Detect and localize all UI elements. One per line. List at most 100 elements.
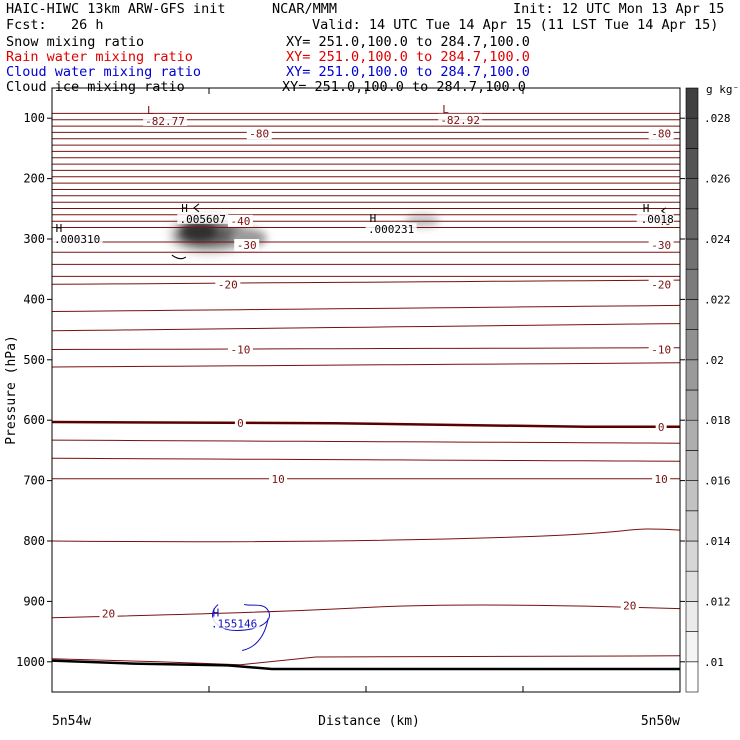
y-tick-label: 300 xyxy=(23,232,45,246)
colorbar-swatch xyxy=(685,450,699,481)
contour-labels: -80-80-40-40-30-30-20-20-10-100010102020… xyxy=(52,103,674,631)
colorbar-tick-label: .018 xyxy=(704,414,731,427)
snow-contour-arc xyxy=(171,254,187,260)
field-name-snow: Snow mixing ratio xyxy=(6,34,145,50)
temperature-label: -40 xyxy=(230,215,250,228)
field-name-rain: Rain water mixing ratio xyxy=(6,49,193,65)
terrain-line xyxy=(52,659,680,671)
x-tick-label-left: 5n54w xyxy=(52,714,91,729)
isotherm-line xyxy=(52,279,680,285)
isotherm-line xyxy=(52,604,680,619)
y-tick-label: 400 xyxy=(23,292,45,306)
ice-contour-arc xyxy=(193,203,200,213)
temperature-label-bg xyxy=(269,472,288,485)
temperature-label: -30 xyxy=(651,239,671,252)
extremum-value: -82.92 xyxy=(440,114,480,127)
field-xy-snow: XY= 251.0,100.0 to 284.7,100.0 xyxy=(286,34,530,50)
plot-frame xyxy=(51,87,681,693)
colorbar-swatch xyxy=(685,299,699,330)
colorbar-swatch xyxy=(685,661,699,693)
temperature-label-bg xyxy=(655,420,667,433)
y-tick-label: 100 xyxy=(23,111,45,125)
temperature-label-bg xyxy=(648,239,674,252)
colorbar-swatch xyxy=(685,540,699,572)
extremum-value: -82.77 xyxy=(145,115,185,128)
extremum-label-bg xyxy=(52,232,103,244)
temperature-label-bg xyxy=(227,214,253,227)
extremum-value: .000231 xyxy=(368,223,414,236)
init-time: Init: 12 UTC Mon 13 Apr 15 xyxy=(513,1,725,17)
y-tick-label: 800 xyxy=(23,534,45,548)
isotherm-line xyxy=(52,323,680,332)
colorbar-swatch xyxy=(685,570,699,602)
extremum-marker: L xyxy=(147,104,154,117)
isotherm-line xyxy=(52,304,680,312)
colorbar-tick-label: .016 xyxy=(704,475,731,488)
x-axis-ticks xyxy=(51,88,681,692)
temperature-label: -10 xyxy=(230,344,250,357)
colorbar-swatch xyxy=(685,148,699,179)
colorbar-swatch xyxy=(685,419,699,451)
colorbar-swatch xyxy=(685,238,699,270)
field-xy-rain: XY= 251.0,100.0 to 284.7,100.0 xyxy=(286,49,530,65)
extremum-value: .005607 xyxy=(180,213,226,226)
colorbar-swatch xyxy=(685,268,699,300)
field-xy-cloud-water: XY= 251.0,100.0 to 284.7,100.0 xyxy=(286,64,530,80)
extremum-marker: H xyxy=(56,222,63,235)
temperature-label: 0 xyxy=(658,421,665,434)
extremum-marker: H xyxy=(213,607,220,620)
colorbar-swatch xyxy=(685,117,699,149)
y-tick-label: 900 xyxy=(23,594,45,608)
temperature-label-bg xyxy=(227,343,253,356)
x-tick-label-right: 5n50w xyxy=(641,714,680,729)
isotherm-line xyxy=(52,655,680,666)
temperature-label-bg xyxy=(234,239,260,252)
y-tick-label: 700 xyxy=(23,474,45,488)
temperature-label: -30 xyxy=(237,239,257,252)
isotherm-line xyxy=(52,439,680,444)
colorbar-swatch xyxy=(685,510,699,542)
y-tick-label: 500 xyxy=(23,353,45,367)
temperature-label: 0 xyxy=(237,417,244,430)
colorbar-swatch xyxy=(685,208,699,240)
field-xy-cloud-ice: XY= 251.0,100.0 to 284.7,100.0 xyxy=(282,79,526,95)
plot-area: -80-80-40-40-30-30-20-20-10-100010102020… xyxy=(52,103,680,671)
extremum-marker: H xyxy=(643,202,650,215)
temperature-label: -80 xyxy=(249,127,269,140)
y-axis-title: Pressure (hPa) xyxy=(4,335,19,445)
x-axis-title: Distance (km) xyxy=(318,714,420,729)
temperature-label-bg xyxy=(648,127,674,140)
y-tick-label: 1000 xyxy=(16,655,45,669)
isotherm-line xyxy=(52,362,680,368)
temperature-label-bg xyxy=(215,278,241,291)
colorbar-tick-label: .028 xyxy=(704,112,731,125)
temperature-label-bg xyxy=(652,472,671,485)
isotherm-line xyxy=(52,347,680,350)
colorbar-tick-label: .012 xyxy=(704,595,731,608)
colorbar-swatch xyxy=(685,329,699,361)
extremum-label-bg xyxy=(636,212,674,224)
colorbar-tick-label: .026 xyxy=(704,173,731,186)
colorbar-swatch xyxy=(685,359,699,391)
colorbar-tick-label: .014 xyxy=(704,535,731,548)
extremum-marker: H xyxy=(181,202,188,215)
zero-isotherm-line xyxy=(52,420,680,429)
temperature-label-bg xyxy=(620,599,639,612)
temperature-label: 20 xyxy=(623,600,636,613)
extremum-value: .0018 xyxy=(641,213,674,226)
temperature-label: 20 xyxy=(102,607,115,620)
temperature-label-bg xyxy=(246,127,272,140)
forecast-hour: Fcst: 26 h xyxy=(6,17,104,33)
temperature-label: 10 xyxy=(655,473,668,486)
extremum-marker: H xyxy=(370,212,377,225)
cloud-water-contour-line xyxy=(242,618,269,651)
extremum-label-bg xyxy=(365,223,417,235)
colorbar-tick-label: .024 xyxy=(704,233,731,246)
extremum-label-bg xyxy=(143,114,188,126)
temperature-label: 10 xyxy=(271,473,284,486)
temperature-label-bg xyxy=(648,343,674,356)
colorbar-tick-label: .022 xyxy=(704,293,731,306)
valid-time: Valid: 14 UTC Tue 14 Apr 15 (11 LST Tue … xyxy=(312,17,719,33)
